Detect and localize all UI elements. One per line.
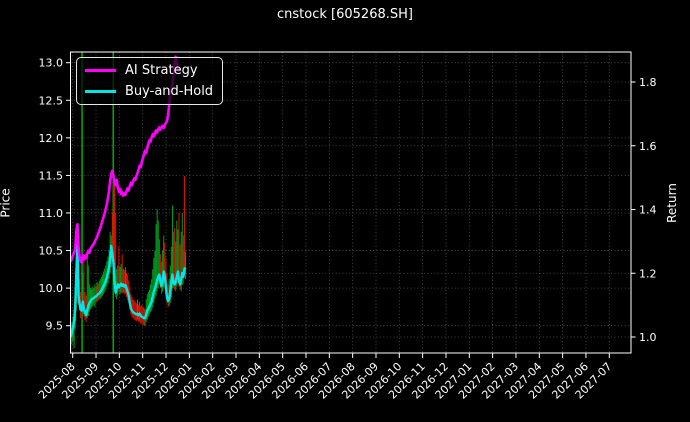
- price-tick-label: 11.0: [39, 207, 64, 220]
- price-tick-label: 10.0: [39, 282, 64, 295]
- price-tick-label: 9.5: [46, 320, 64, 333]
- price-tick-label: 11.5: [39, 169, 64, 182]
- return-tick-label: 1.6: [639, 140, 657, 153]
- price-tick-label: 13.0: [39, 57, 64, 70]
- return-tick-label: 1.2: [639, 267, 657, 280]
- ai-strategy-line: [70, 55, 182, 264]
- chart-title: cnstock [605268.SH]: [277, 7, 413, 22]
- price-tick-label: 12.0: [39, 132, 64, 145]
- price-tick-label: 12.5: [39, 94, 64, 107]
- legend-item-ai-strategy: AI Strategy: [77, 61, 222, 81]
- legend-label: AI Strategy: [125, 63, 198, 79]
- return-tick-label: 1.8: [639, 76, 657, 89]
- legend: AI Strategy Buy-and-Hold: [76, 57, 223, 105]
- axes: 13.0 12.5 12.0 11.5 11.0 10.5 10.0 9.5 1.8 1.6 1.4…: [36, 57, 656, 402]
- buy-and-hold-swatch: [85, 89, 116, 93]
- return-tick-label: 1.4: [639, 204, 657, 217]
- ai-strategy-swatch: [85, 69, 116, 73]
- legend-label: Buy-and-Hold: [125, 83, 214, 99]
- price-tick-label: 10.5: [39, 245, 64, 258]
- return-tick-label: 1.0: [639, 331, 657, 344]
- legend-item-buy-and-hold: Buy-and-Hold: [77, 81, 222, 101]
- plot-border: [70, 51, 632, 354]
- plot-area: [70, 52, 187, 353]
- buy-and-hold-line: [70, 243, 187, 338]
- grid: [70, 52, 631, 353]
